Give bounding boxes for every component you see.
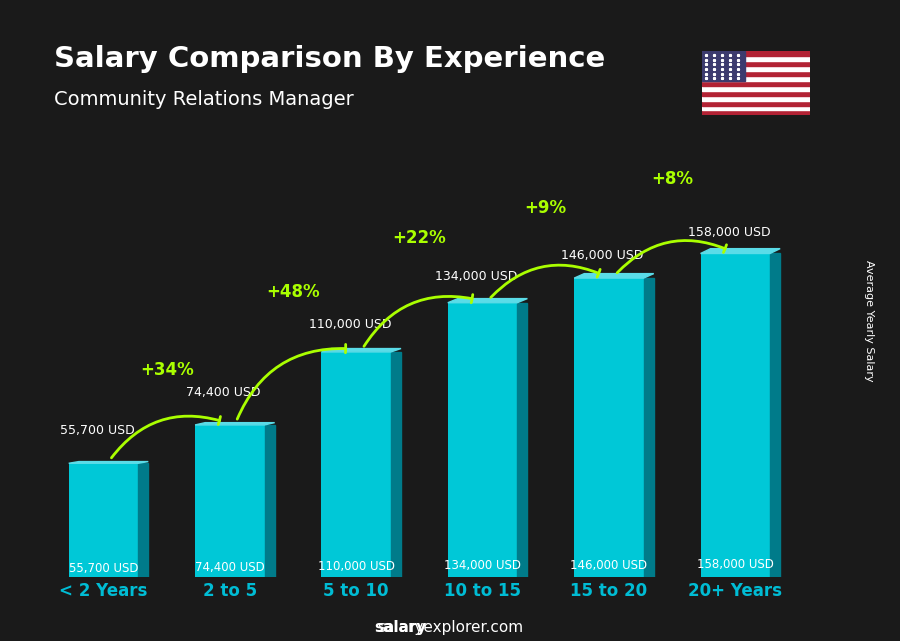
- Text: +48%: +48%: [266, 283, 320, 301]
- Text: 55,700 USD: 55,700 USD: [68, 562, 139, 575]
- Text: 146,000 USD: 146,000 USD: [571, 558, 647, 572]
- Text: 110,000 USD: 110,000 USD: [309, 318, 392, 331]
- Bar: [702, 96, 810, 101]
- Bar: [702, 71, 810, 76]
- Polygon shape: [265, 425, 274, 578]
- Bar: [702, 110, 810, 115]
- Polygon shape: [139, 463, 148, 578]
- Text: Salary Comparison By Experience: Salary Comparison By Experience: [54, 45, 605, 73]
- Text: 158,000 USD: 158,000 USD: [697, 558, 774, 571]
- Polygon shape: [195, 422, 274, 425]
- Bar: [195, 425, 265, 578]
- Bar: [448, 303, 518, 578]
- Bar: [574, 278, 644, 578]
- Text: +34%: +34%: [140, 361, 194, 379]
- Text: 74,400 USD: 74,400 USD: [195, 562, 265, 574]
- Bar: [702, 66, 810, 71]
- Bar: [321, 352, 391, 578]
- Text: 146,000 USD: 146,000 USD: [562, 249, 644, 262]
- Text: Average Yearly Salary: Average Yearly Salary: [863, 260, 874, 381]
- Bar: [702, 81, 810, 86]
- Polygon shape: [391, 352, 401, 578]
- Polygon shape: [68, 462, 148, 463]
- Text: 55,700 USD: 55,700 USD: [59, 424, 134, 437]
- Text: +9%: +9%: [525, 199, 567, 217]
- Polygon shape: [448, 299, 527, 303]
- Bar: [68, 463, 139, 578]
- Polygon shape: [700, 249, 780, 253]
- Text: +8%: +8%: [651, 170, 693, 188]
- Polygon shape: [770, 253, 780, 578]
- Polygon shape: [574, 274, 653, 278]
- Text: salary: salary: [374, 620, 427, 635]
- Bar: [702, 56, 810, 61]
- Text: 134,000 USD: 134,000 USD: [444, 559, 521, 572]
- Text: +22%: +22%: [392, 229, 446, 247]
- Bar: [700, 253, 770, 578]
- Polygon shape: [644, 278, 653, 578]
- Text: 158,000 USD: 158,000 USD: [688, 226, 770, 239]
- Bar: [702, 51, 745, 81]
- Bar: [702, 101, 810, 106]
- Bar: [702, 61, 810, 66]
- Bar: [702, 51, 810, 56]
- Text: 74,400 USD: 74,400 USD: [186, 386, 261, 399]
- Polygon shape: [518, 303, 527, 578]
- Text: 134,000 USD: 134,000 USD: [435, 271, 518, 283]
- Text: salaryexplorer.com: salaryexplorer.com: [377, 620, 523, 635]
- Bar: [702, 106, 810, 110]
- Bar: [702, 86, 810, 91]
- Bar: [702, 76, 810, 81]
- Polygon shape: [321, 349, 401, 352]
- Text: Community Relations Manager: Community Relations Manager: [54, 90, 354, 109]
- Text: 110,000 USD: 110,000 USD: [318, 560, 395, 573]
- Bar: [702, 91, 810, 96]
